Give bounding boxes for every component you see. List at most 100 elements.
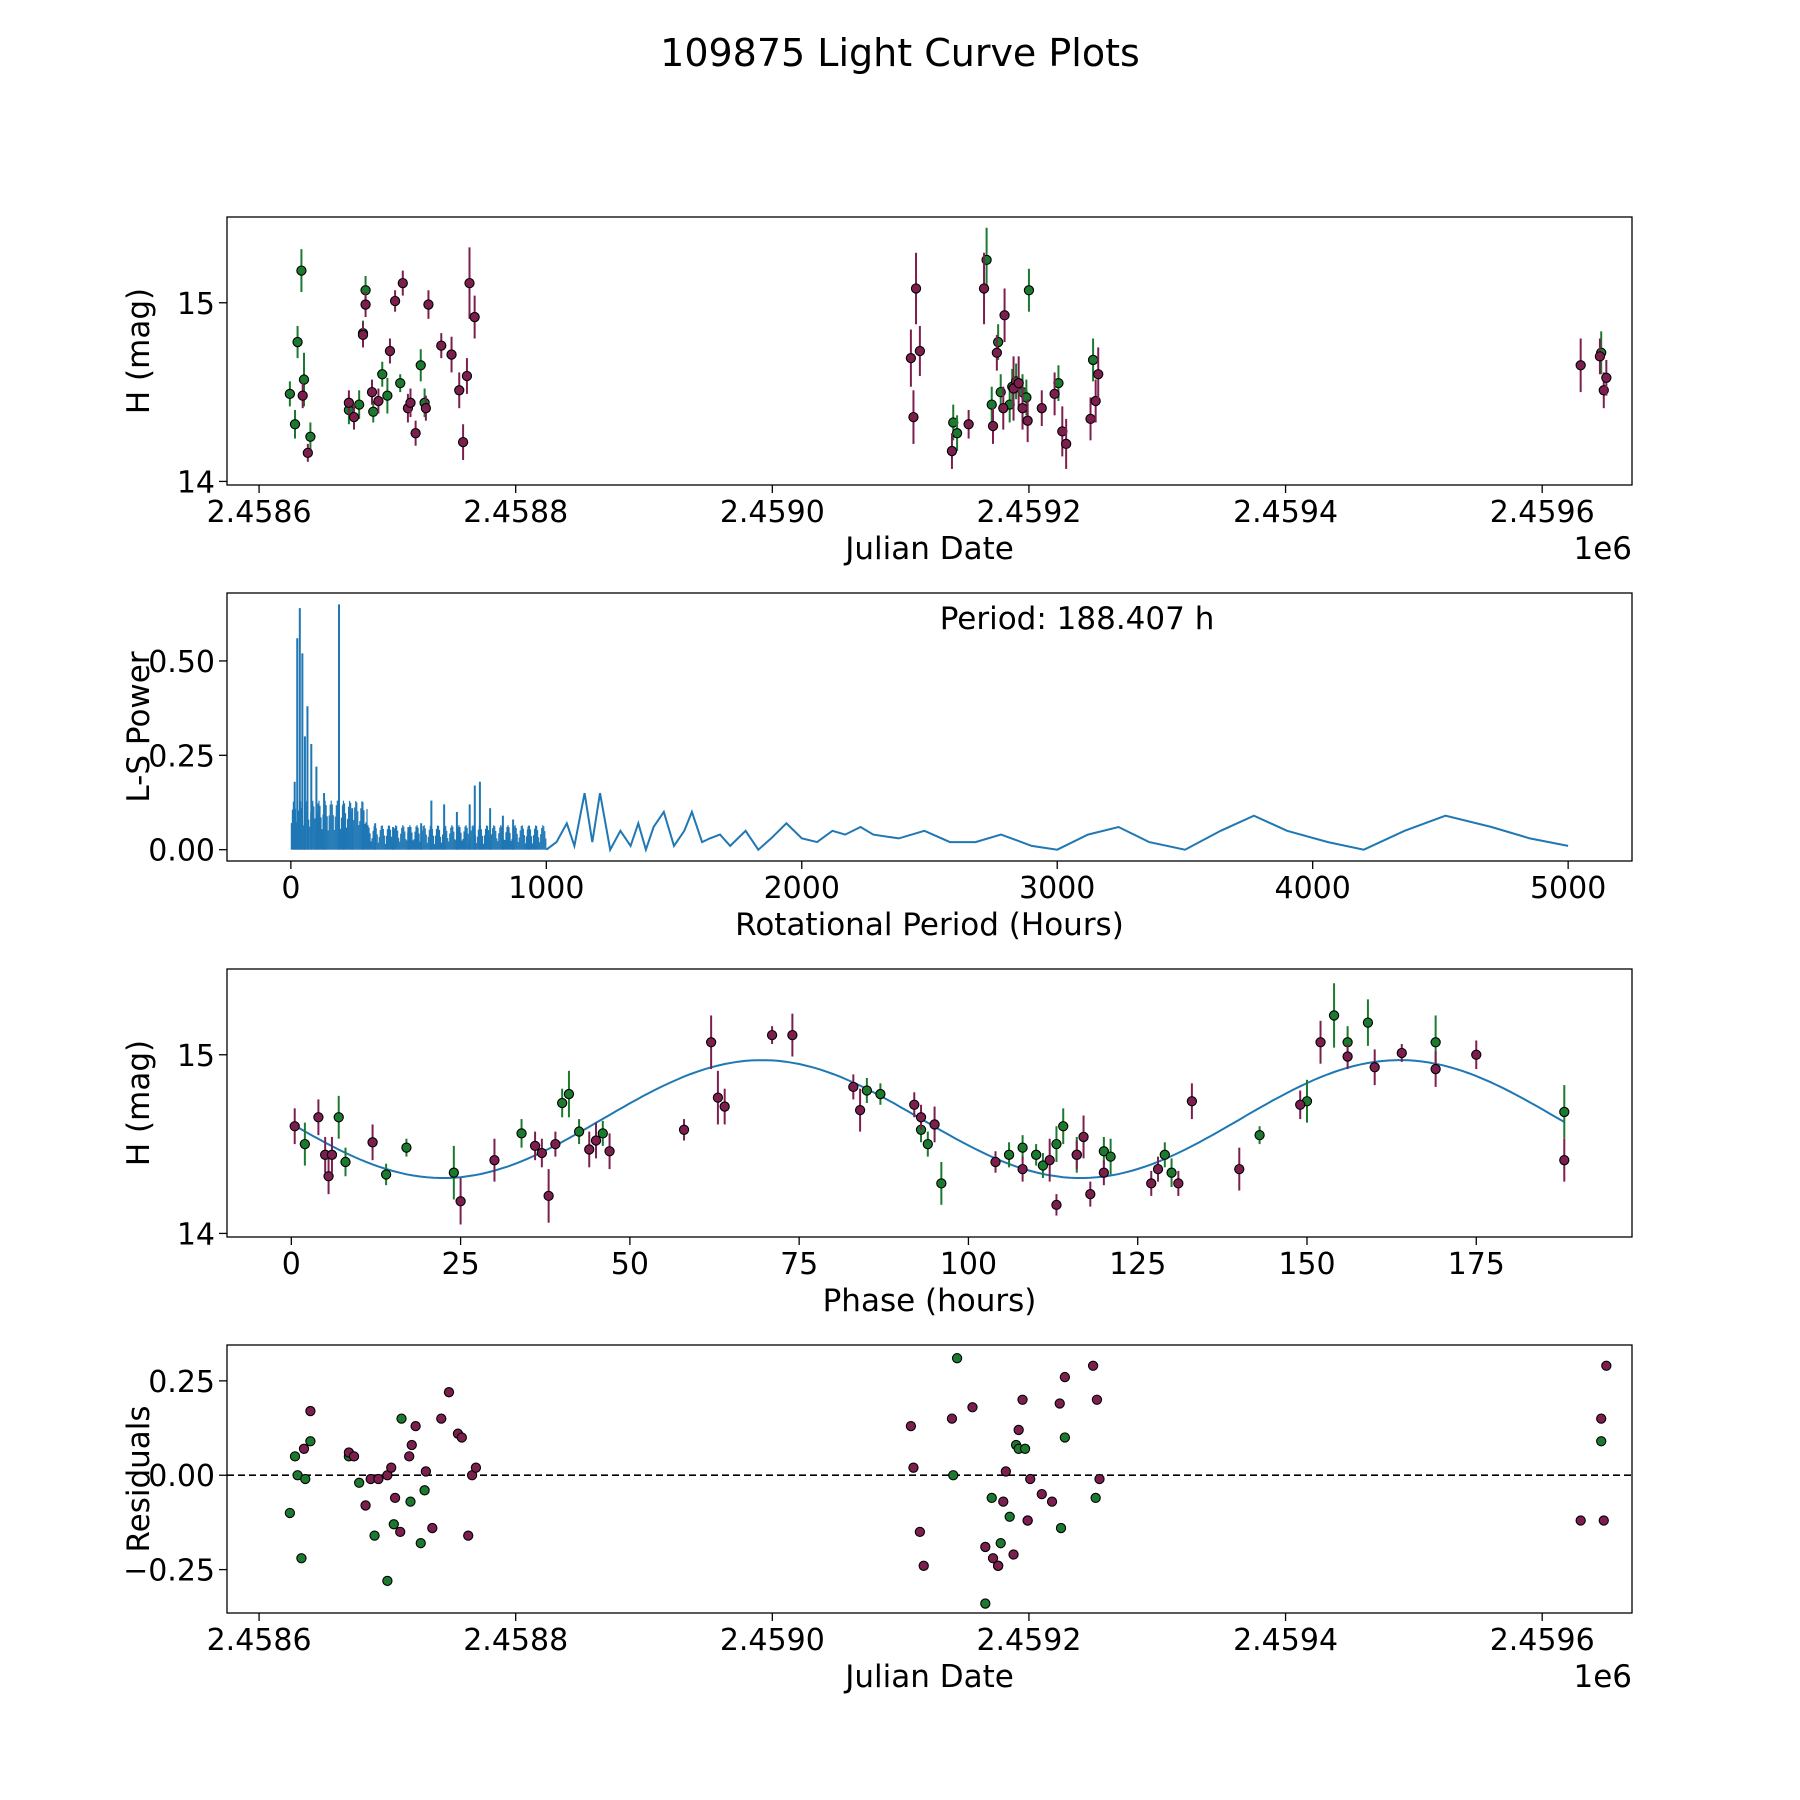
phased-point-green [1105, 1151, 1116, 1162]
residuals-point-maroon [1575, 1515, 1586, 1526]
residuals-point-maroon [1022, 1515, 1033, 1526]
phased-point-green [1362, 1017, 1374, 1028]
lightcurve-point-maroon [420, 403, 432, 414]
periodogram-panel: 0 1000 2000 3000 4000 5000 0.00 0.25 0.50 Rotatio… [121, 592, 1633, 943]
lightcurve-point-green [289, 419, 301, 430]
residuals-point-maroon [1017, 1394, 1028, 1405]
residuals-point-green [1596, 1436, 1607, 1447]
lightcurve-point-maroon [397, 277, 408, 289]
periodogram-xtick-label: 2000 [764, 871, 840, 906]
lightcurve-point-green [305, 431, 316, 442]
residuals-point-green [354, 1477, 365, 1488]
lightcurve-plot-area [284, 227, 1612, 469]
residuals-point-maroon [298, 1443, 310, 1454]
phased-point-maroon [1152, 1163, 1164, 1175]
phased-axes-frame [226, 968, 1633, 1238]
periodogram-plot-area [290, 604, 1569, 854]
residuals-xtick-label: 2.4596 [1490, 1623, 1595, 1658]
lightcurve-point-maroon [348, 411, 360, 423]
phased-point-maroon [1017, 1163, 1028, 1175]
phased-point-green [875, 1088, 886, 1100]
residuals-point-maroon [404, 1451, 415, 1462]
lightcurve-point-maroon [446, 349, 457, 360]
phased-point-maroon [313, 1112, 324, 1123]
lightcurve-point-green [415, 360, 426, 371]
lightcurve-ylabel: H (mag) [121, 288, 157, 414]
phased-point-green [1159, 1149, 1170, 1160]
residuals-point-maroon [914, 1526, 926, 1537]
lightcurve-point-maroon [1085, 413, 1096, 425]
phased-point-green [597, 1128, 608, 1139]
lightcurve-xlabel: Julian Date [843, 531, 1014, 567]
lightcurve-point-maroon [991, 347, 1003, 358]
lightcurve-point-maroon [373, 395, 384, 407]
lightcurve-point-green [284, 388, 296, 400]
lightcurve-point-maroon [1017, 403, 1028, 414]
residuals-ytick-label: −0.25 [123, 1554, 215, 1589]
lightcurve-point-maroon [360, 299, 371, 310]
residuals-point-green [300, 1473, 311, 1485]
phased-xtick-label: 0 [282, 1247, 301, 1282]
residuals-point-green [305, 1436, 316, 1447]
lightcurve-xtick-label: 2.4590 [720, 495, 825, 530]
lightcurve-point-maroon [389, 295, 401, 307]
residuals-point-green [980, 1598, 991, 1609]
phased-point-maroon [604, 1146, 615, 1157]
lightcurve-point-maroon [914, 345, 926, 357]
lightcurve-point-green [395, 378, 406, 389]
phased-point-green [380, 1169, 392, 1180]
lightcurve-point-maroon [423, 299, 434, 310]
lightcurve-point-maroon [908, 411, 919, 423]
lightcurve-point-maroon [1601, 372, 1612, 383]
residuals-point-maroon [436, 1413, 447, 1424]
phased-point-green [333, 1112, 344, 1123]
residuals-point-maroon [1025, 1473, 1036, 1485]
residuals-point-maroon [987, 1553, 999, 1564]
phased-point-maroon [915, 1112, 927, 1123]
periodogram-xtick-label: 0 [281, 871, 300, 906]
phased-xtick-label: 175 [1448, 1247, 1505, 1282]
residuals-point-green [382, 1575, 393, 1587]
residuals-point-green [986, 1492, 997, 1504]
phased-xtick-label: 150 [1278, 1247, 1335, 1282]
periodogram-ytick-label: 0.25 [148, 739, 215, 774]
phased-xtick-label: 25 [442, 1247, 480, 1282]
residuals-point-maroon [360, 1500, 371, 1511]
phased-point-maroon [550, 1138, 561, 1150]
residuals-point-maroon [967, 1402, 978, 1413]
phased-point-maroon [1085, 1188, 1096, 1200]
lightcurve-point-green [382, 390, 393, 401]
residuals-point-green [284, 1507, 296, 1519]
phased-point-maroon [590, 1135, 602, 1146]
lightcurve-point-maroon [1575, 360, 1586, 371]
residuals-point-maroon [395, 1526, 406, 1537]
phased-point-green [1051, 1138, 1062, 1150]
phased-point-green [448, 1167, 459, 1178]
residuals-point-green [388, 1519, 399, 1530]
phased-point-green [861, 1085, 873, 1096]
lightcurve-point-green [368, 406, 379, 417]
residuals-point-maroon [980, 1541, 991, 1553]
phased-point-maroon [326, 1149, 338, 1160]
phased-point-maroon [367, 1137, 378, 1148]
lightcurve-point-maroon [405, 397, 416, 408]
lightcurve-point-maroon [469, 311, 480, 323]
lightcurve-point-green [354, 399, 365, 410]
phased-ytick-label: 14 [177, 1217, 215, 1252]
phased-point-maroon [1173, 1178, 1184, 1189]
residuals-point-green [289, 1451, 301, 1462]
lightcurve-point-maroon [946, 445, 958, 457]
residuals-point-maroon [1054, 1398, 1065, 1409]
residuals-point-maroon [1036, 1488, 1047, 1500]
residuals-ylabel: Residuals [121, 1405, 157, 1552]
lightcurve-point-maroon [999, 310, 1010, 321]
phased-point-green [1017, 1142, 1028, 1153]
phased-point-maroon [678, 1124, 690, 1135]
phased-point-green [563, 1088, 575, 1100]
residuals-point-green [1055, 1522, 1067, 1534]
phased-ytick-label: 15 [177, 1039, 215, 1074]
phased-point-green [1254, 1130, 1265, 1141]
phased-point-green [516, 1128, 527, 1139]
phased-point-green [922, 1138, 933, 1150]
figure-title: 109875 Light Curve Plots [660, 31, 1140, 75]
